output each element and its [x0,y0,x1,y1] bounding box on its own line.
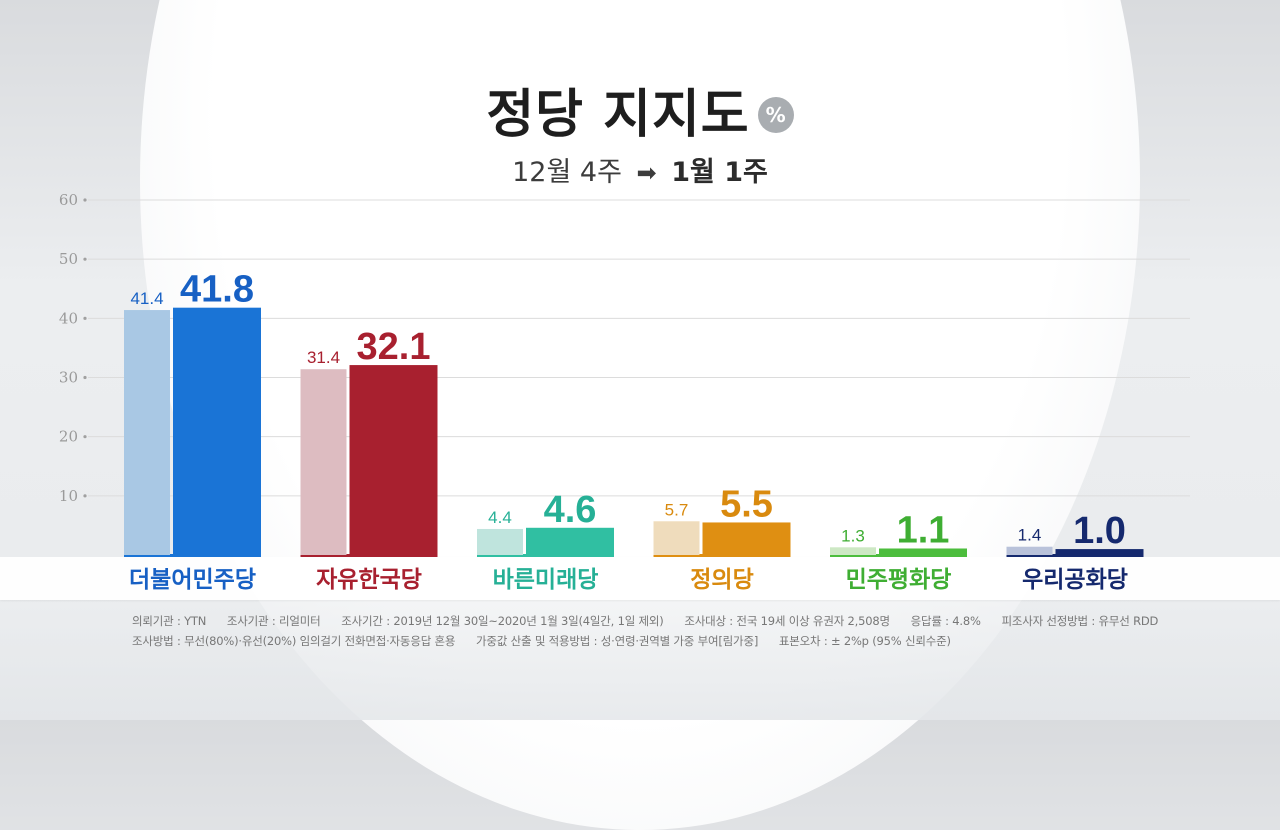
bar-chart: 10 20 30 40 50 60 41.4 41.8 더불어민주당 31.4 32.1 자유한국당 4… [59,191,1190,593]
category-label: 자유한국당 [316,567,422,593]
group-baseline [1006,554,1144,557]
value-label-current: 1.0 [1073,510,1126,552]
value-label-current: 32.1 [357,326,431,368]
period-from: 12월 4주 [512,157,622,188]
bar-current [349,365,438,555]
y-tick-label: 50 [59,250,78,268]
chart-title: 정당 지지도 [486,85,750,145]
footnote-line-2: 조사방법 : 무선(80%)·유선(20%) 임의걸기 전화면접·자동응답 혼용… [132,634,951,648]
y-tick-label: 60 [59,191,78,209]
category-label: 우리공화당 [1022,567,1128,593]
tick-dot [83,198,87,202]
value-label-prev: 4.4 [488,508,512,527]
tick-dot [83,257,87,261]
bar-current [173,307,261,555]
value-label-prev: 31.4 [307,348,340,367]
period-to: 1월 1주 [671,157,768,188]
value-label-current: 41.8 [180,269,254,311]
bar-current [526,527,614,555]
tick-dot [83,435,87,439]
tick-dot [83,375,87,380]
title-block: 정당 지지도% [0,72,1280,147]
group-baseline [124,554,261,557]
value-label-current: 1.1 [897,509,950,551]
bar-current [702,522,791,555]
bar-prev [124,310,170,555]
y-tick-label: 20 [59,428,78,446]
bar-prev [1006,546,1053,555]
background-lower [0,600,1280,720]
value-label-current: 5.5 [720,483,773,525]
group-baseline [300,554,438,557]
footnote-line-1: 의뢰기관 : YTN 조사기관 : 리얼미터 조사기간 : 2019년 12월 … [132,614,1159,628]
bar-prev [477,528,523,555]
bar-current [1055,549,1144,555]
bar-prev [653,521,700,555]
group-baseline [477,554,614,557]
group-baseline [653,554,791,557]
value-label-current: 4.6 [544,489,597,531]
y-tick-label: 10 [59,487,78,505]
category-label: 정의당 [690,567,753,593]
category-label: 더불어민주당 [129,567,256,593]
category-label: 바른미래당 [493,567,599,593]
value-label-prev: 41.4 [130,289,163,308]
bar-prev [830,547,876,555]
arrow-right-icon: ➡ [636,159,657,187]
tick-dot [83,494,87,498]
y-tick-label: 40 [59,309,78,327]
bar-current [879,548,967,555]
unit-badge: % [757,96,794,133]
tick-dot [83,316,87,320]
y-tick-label: 30 [59,369,78,387]
value-label-prev: 5.7 [665,500,689,519]
bar-prev [300,369,347,555]
value-label-prev: 1.4 [1018,526,1042,545]
category-label-band [0,557,1280,600]
category-label: 민주평화당 [846,567,952,593]
value-label-prev: 1.3 [841,526,865,545]
group-baseline [830,554,967,557]
period-subtitle: 12월 4주 ➡ 1월 1주 [0,150,1280,189]
